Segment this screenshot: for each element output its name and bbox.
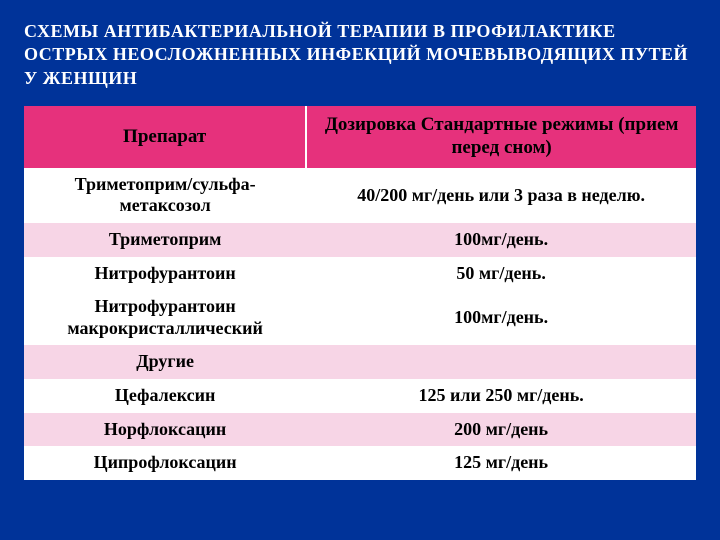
cell-dose: 125 мг/день [306, 446, 696, 480]
col-header-drug: Препарат [24, 106, 306, 168]
cell-drug: Другие [24, 345, 306, 379]
table-row: Триметоприм 100мг/день. [24, 223, 696, 257]
table-row: Норфлоксацин 200 мг/день [24, 413, 696, 447]
cell-dose: 200 мг/день [306, 413, 696, 447]
cell-dose: 125 или 250 мг/день. [306, 379, 696, 413]
cell-dose: 50 мг/день. [306, 257, 696, 291]
table-row: Триметоприм/сульфа-метаксозол 40/200 мг/… [24, 168, 696, 223]
cell-drug: Нитрофурантоин макрокристаллический [24, 290, 306, 345]
table-header-row: Препарат Дозировка Стандартные режимы (п… [24, 106, 696, 168]
table-row: Цефалексин 125 или 250 мг/день. [24, 379, 696, 413]
slide-title: СХЕМЫ АНТИБАКТЕРИАЛЬНОЙ ТЕРАПИИ В ПРОФИЛ… [24, 20, 696, 90]
cell-drug: Цефалексин [24, 379, 306, 413]
therapy-table: Препарат Дозировка Стандартные режимы (п… [24, 106, 696, 480]
table-row: Нитрофурантоин 50 мг/день. [24, 257, 696, 291]
table-row: Другие [24, 345, 696, 379]
cell-dose: 100мг/день. [306, 290, 696, 345]
table-row: Ципрофлоксацин 125 мг/день [24, 446, 696, 480]
col-header-dose: Дозировка Стандартные режимы (прием пере… [306, 106, 696, 168]
cell-dose: 40/200 мг/день или 3 раза в неделю. [306, 168, 696, 223]
cell-dose [306, 345, 696, 379]
table-row: Нитрофурантоин макрокристаллический 100м… [24, 290, 696, 345]
cell-drug: Норфлоксацин [24, 413, 306, 447]
cell-drug: Триметоприм [24, 223, 306, 257]
cell-drug: Ципрофлоксацин [24, 446, 306, 480]
cell-drug: Нитрофурантоин [24, 257, 306, 291]
cell-drug: Триметоприм/сульфа-метаксозол [24, 168, 306, 223]
cell-dose: 100мг/день. [306, 223, 696, 257]
slide-container: СХЕМЫ АНТИБАКТЕРИАЛЬНОЙ ТЕРАПИИ В ПРОФИЛ… [0, 0, 720, 540]
